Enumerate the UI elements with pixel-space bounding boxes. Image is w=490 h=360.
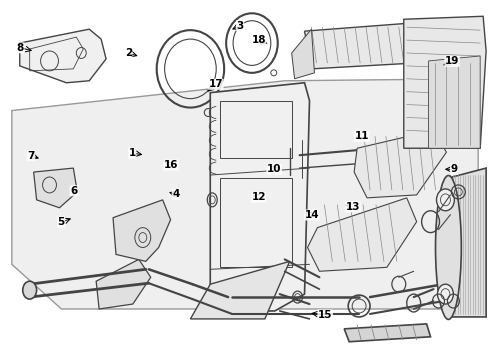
Polygon shape: [448, 168, 486, 317]
Text: 19: 19: [445, 57, 459, 66]
Text: 10: 10: [267, 164, 281, 174]
Polygon shape: [354, 130, 446, 198]
Text: 14: 14: [305, 210, 319, 220]
Polygon shape: [305, 23, 416, 69]
Text: 16: 16: [164, 160, 178, 170]
Polygon shape: [344, 324, 431, 342]
Ellipse shape: [437, 189, 454, 211]
Text: 7: 7: [27, 151, 35, 161]
Text: 6: 6: [70, 186, 77, 196]
Bar: [220, 100, 292, 158]
Ellipse shape: [438, 284, 453, 304]
Polygon shape: [292, 29, 315, 79]
Text: 17: 17: [209, 79, 223, 89]
Polygon shape: [308, 198, 416, 271]
Polygon shape: [429, 56, 480, 148]
Polygon shape: [20, 29, 106, 83]
Text: 3: 3: [237, 21, 244, 31]
Ellipse shape: [23, 281, 37, 299]
Text: 5: 5: [58, 217, 65, 227]
Text: 11: 11: [354, 131, 369, 141]
Bar: [220, 178, 292, 267]
Text: 2: 2: [124, 48, 132, 58]
Polygon shape: [12, 79, 478, 309]
Polygon shape: [404, 16, 486, 148]
Ellipse shape: [436, 176, 461, 319]
Text: 1: 1: [128, 148, 136, 158]
Polygon shape: [96, 260, 151, 309]
Text: 8: 8: [17, 43, 24, 53]
Text: 12: 12: [251, 192, 266, 202]
Text: 4: 4: [172, 189, 180, 199]
Text: 13: 13: [345, 202, 360, 212]
Polygon shape: [210, 83, 310, 311]
Text: 9: 9: [450, 164, 458, 174]
Polygon shape: [113, 200, 171, 261]
Polygon shape: [34, 168, 77, 208]
Polygon shape: [191, 261, 290, 319]
Text: 18: 18: [251, 35, 266, 45]
Text: 15: 15: [318, 310, 333, 320]
